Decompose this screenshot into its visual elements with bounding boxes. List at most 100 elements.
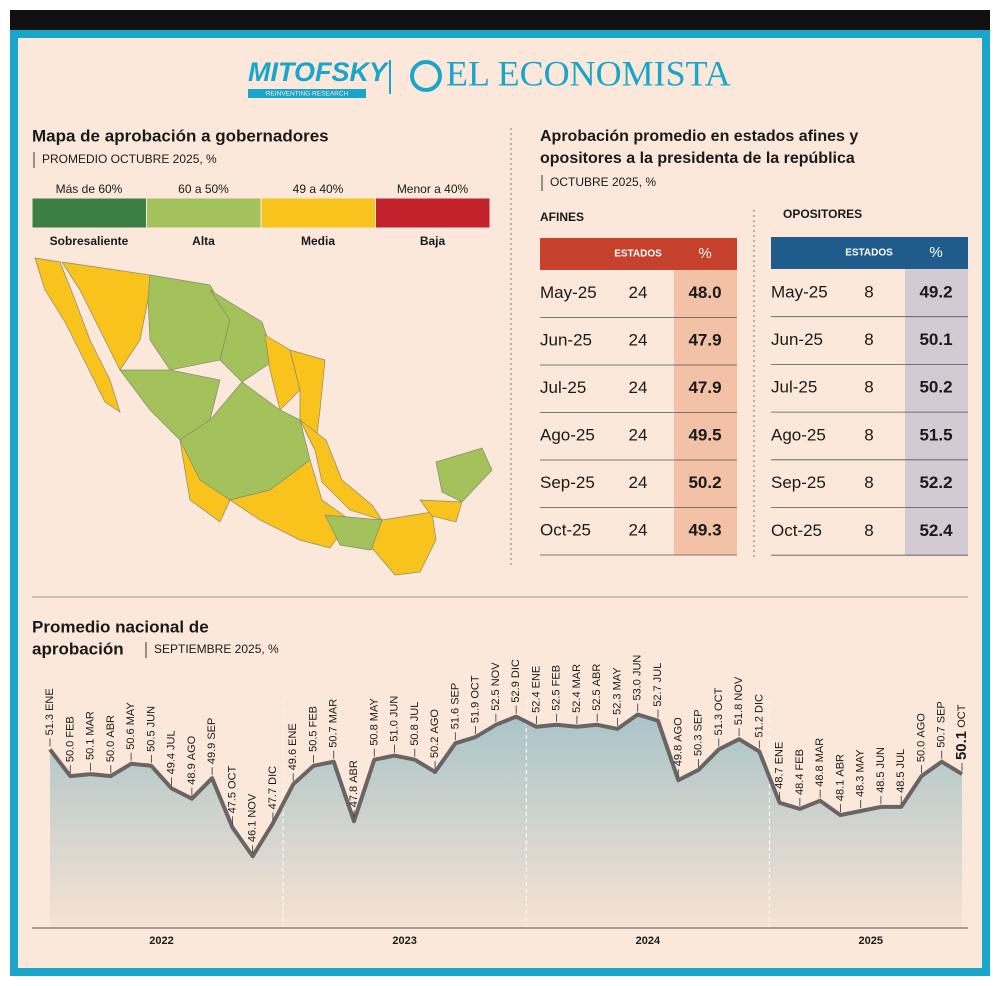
table-header	[771, 237, 968, 269]
data-label: 48.8 MAR	[814, 738, 826, 787]
row-month: Jun-25	[540, 331, 592, 350]
value-label: 48.8	[814, 765, 826, 786]
publication: EL ECONOMISTA	[446, 53, 731, 93]
legend-range: 60 a 50%	[178, 182, 229, 196]
data-label: 50.8 JUL	[409, 702, 421, 746]
line-chart: 2022 2023 2024 2025 51.3 ENE 50.0 FEB 50.1 MAR…	[32, 655, 970, 947]
year-label: 2023	[392, 935, 416, 947]
value-label: 50.8	[409, 724, 421, 745]
column-header: %	[698, 245, 711, 262]
month-label: MAR	[571, 664, 583, 689]
map-title: Mapa de aprobación a gobernadores	[32, 126, 329, 145]
value-label: 48.7	[774, 767, 786, 788]
tables: AFINES ESTADOS % May-25 24 48.0 Jun-25 24 47.9 Ju…	[540, 207, 968, 556]
row-month: May-25	[540, 283, 597, 302]
data-label: 50.7 MAR	[328, 699, 340, 748]
month-label: ABR	[348, 760, 360, 783]
data-label: 48.5 JUL	[895, 749, 907, 793]
row-month: May-25	[771, 282, 828, 301]
data-label: 47.8 ABR	[348, 760, 360, 807]
row-states: 24	[629, 283, 648, 302]
row-pct: 50.2	[688, 473, 721, 492]
data-label: 48.5 JUN	[875, 747, 887, 793]
value-label: 51.3	[713, 714, 725, 735]
legend-label: Media	[301, 234, 335, 248]
month-label: FEB	[307, 706, 319, 727]
row-states: 24	[629, 331, 648, 350]
comparison-title: opositores a la presidenta de la repúbli…	[540, 150, 855, 167]
data-label: 50.6 MAY	[125, 702, 137, 750]
data-label: 51.3 ENE	[44, 688, 56, 735]
column-header: %	[929, 244, 942, 261]
data-label: 52.9 DIC	[510, 659, 522, 702]
data-label: 52.7 JUL	[652, 663, 664, 707]
data-label: 52.4 MAR	[571, 664, 583, 713]
year-label: 2024	[636, 935, 661, 947]
value-label: 48.1	[834, 780, 846, 801]
data-label: 50.1 MAR	[84, 711, 96, 760]
month-label: SEP	[206, 718, 218, 740]
legend-range: Más de 60%	[56, 182, 123, 196]
column-header: ESTADOS	[845, 248, 893, 259]
month-label: OCT	[226, 765, 238, 789]
data-label: 50.5 JUN	[145, 706, 157, 752]
data-label: 51.2 DIC	[753, 694, 765, 737]
row-pct: 48.0	[688, 283, 721, 302]
month-label: AGO	[915, 713, 927, 738]
data-label: 53.0 JUN	[632, 655, 644, 701]
legend-swatch	[375, 197, 491, 229]
value-label: 50.7	[936, 726, 948, 747]
legend-range: 49 a 40%	[293, 182, 344, 196]
value-label: 50.0	[105, 741, 117, 762]
month-label: MAR	[84, 711, 96, 736]
month-label: MAY	[611, 667, 623, 691]
value-label: 50.8	[368, 724, 380, 745]
row-month: Sep-25	[771, 473, 826, 492]
line	[48, 712, 964, 859]
row-states: 8	[864, 521, 873, 540]
value-label: 52.5	[551, 689, 563, 710]
row-pct: 50.1	[919, 330, 952, 349]
month-label: ENE	[774, 742, 786, 765]
row-month: Ago-25	[771, 425, 826, 444]
month-label: NOV	[247, 793, 259, 818]
month-label: JUN	[875, 747, 887, 768]
logo	[410, 60, 442, 92]
row-month: Ago-25	[540, 426, 595, 445]
brand: MITOFSKY	[248, 57, 390, 87]
month-label: AGO	[672, 717, 684, 742]
row-states: 8	[864, 425, 873, 444]
value-label: 52.4	[530, 691, 542, 712]
row-month: Jun-25	[771, 330, 823, 349]
month-label: ENE	[287, 723, 299, 746]
value-label: 47.5	[226, 792, 238, 813]
row-states: 8	[864, 473, 873, 492]
month-label: FEB	[794, 749, 806, 770]
value-label: 51.9	[470, 702, 482, 723]
value-label: 50.3	[692, 735, 704, 756]
top-bar	[10, 10, 990, 30]
year-label: 2025	[859, 935, 883, 947]
value-label: 50.5	[307, 730, 319, 751]
month-label: MAY	[368, 698, 380, 722]
chart-subtitle: SEPTIEMBRE 2025, %	[154, 642, 279, 656]
chart-title: aprobación	[32, 639, 124, 658]
row-pct: 52.2	[919, 473, 952, 492]
data-label: 51.6 SEP	[449, 683, 461, 730]
value-label: 52.4	[571, 691, 583, 712]
data-label: 48.9 AGO	[186, 735, 198, 784]
month-label: JUL	[409, 702, 421, 722]
value-label: 50.1	[84, 739, 96, 760]
month-label: DIC	[510, 659, 522, 678]
row-pct: 51.5	[919, 425, 952, 444]
column-header: ESTADOS	[614, 249, 662, 260]
value-label: 50.5	[145, 730, 157, 751]
month-label: SEP	[449, 683, 461, 705]
value-label: 48.9	[186, 763, 198, 784]
table-header	[540, 238, 737, 270]
month-label: ENE	[530, 666, 542, 689]
row-states: 8	[864, 330, 873, 349]
month-label: AGO	[429, 709, 441, 734]
row-pct: 47.9	[688, 331, 721, 350]
row-states: 24	[629, 426, 648, 445]
